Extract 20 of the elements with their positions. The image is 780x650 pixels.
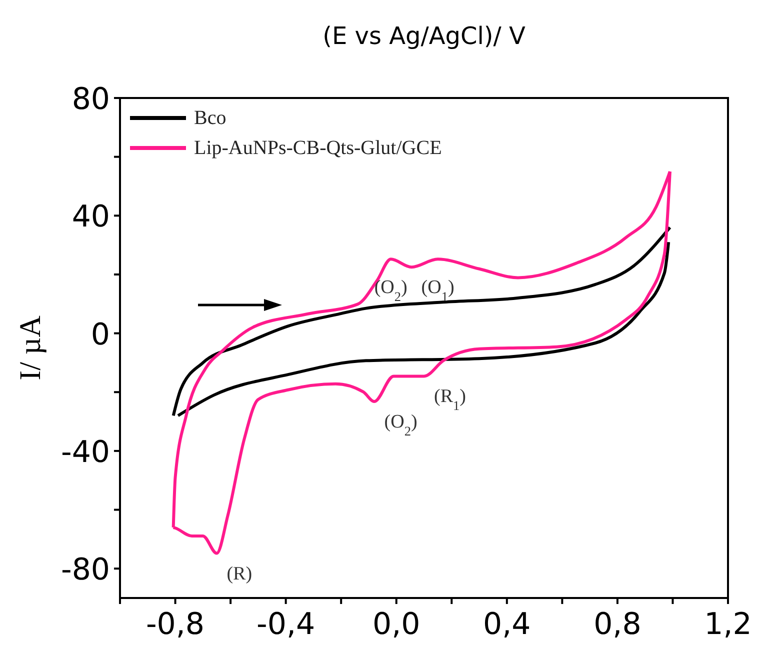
x-tick-label: -0,8 — [146, 607, 205, 642]
x-tick-label: 0,4 — [483, 607, 531, 642]
annotation: (O$_{1}$) — [421, 277, 454, 304]
y-tick-label: -80 — [61, 552, 110, 588]
y-tick-label: 0 — [90, 317, 110, 352]
annotation: (O$_{2}$) — [384, 412, 418, 438]
x-tick-label: -0,4 — [256, 607, 316, 642]
x-axis-title: (E vs Ag/AgCl)/ V — [322, 22, 526, 50]
annotation: (R$_{1}$) — [434, 386, 466, 413]
x-tick-label: 0,0 — [372, 607, 420, 642]
legend-label: Lip-AuNPs-CB-Qts-Glut/GCE — [194, 137, 442, 159]
x-tick-label: 0,8 — [594, 607, 642, 642]
legend-label: Bco — [194, 107, 226, 129]
x-tick-label: 1,2 — [704, 607, 752, 642]
y-axis-title: I/ µA — [14, 315, 47, 380]
annotation: (R) — [226, 563, 252, 584]
annotation: (O$_{2}$) — [374, 277, 408, 304]
y-tick-label: 80 — [72, 82, 110, 117]
y-tick-label: 40 — [72, 200, 110, 235]
y-tick-label: -40 — [61, 434, 110, 470]
